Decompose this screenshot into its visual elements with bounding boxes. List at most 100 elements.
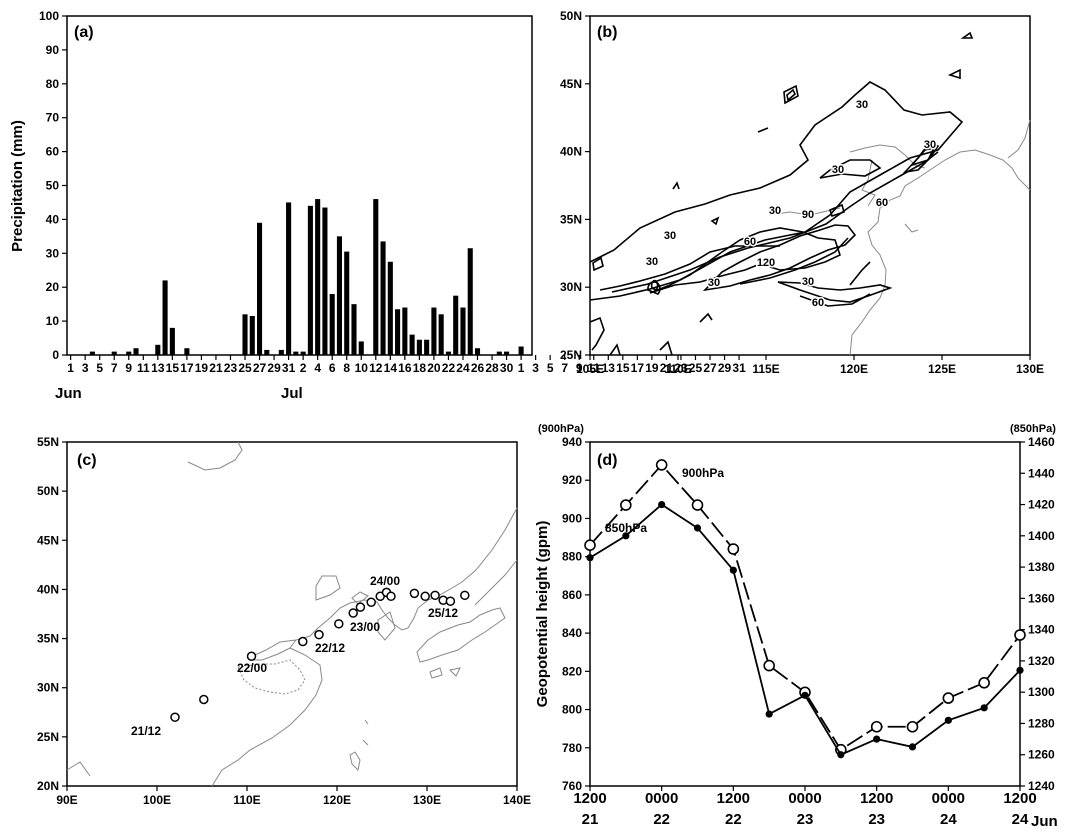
panel-b-coastline xyxy=(769,119,1031,356)
panel-a-xtick-label: 3 xyxy=(82,361,89,375)
panel-a-xtick-label: 7 xyxy=(561,361,568,375)
panel-a-bar xyxy=(264,349,270,355)
panel-a-bar xyxy=(256,222,263,355)
panel-a-xtick-label: 13 xyxy=(602,361,616,375)
track-point-label: 25/12 xyxy=(428,606,458,620)
panel-a-bar xyxy=(496,351,502,355)
panel-a-bar xyxy=(278,349,284,355)
series-point-filled xyxy=(729,566,737,574)
panel-b-contour-label: 60 xyxy=(812,297,824,309)
panel-a-ytick-label: 80 xyxy=(46,77,60,91)
panel-d-ytick-left-label: 860 xyxy=(562,588,582,602)
panel-a-bar xyxy=(395,309,401,355)
panel-b-contour-label: 120 xyxy=(757,257,775,269)
panel-a-xtick-label: 10 xyxy=(355,361,369,375)
series-point-filled xyxy=(801,691,809,699)
panel-c-label: (c) xyxy=(77,452,97,469)
panel-a-xtick-label: 16 xyxy=(398,361,412,375)
panel-b-contour-label: 60 xyxy=(876,197,888,209)
panel-d-frame xyxy=(589,441,1021,787)
panel-c-point-labels: 21/12 22/00 22/12 23/00 24/00 25/12 xyxy=(131,574,458,738)
panel-d-xtick-label-day: 22 xyxy=(725,811,742,828)
panel-b-xtick-label: 110E xyxy=(664,362,691,376)
track-point xyxy=(334,619,344,629)
panel-b-ytick-label: 40N xyxy=(560,145,582,159)
panel-b-contour-label: 30 xyxy=(664,230,676,242)
panel-a-bar xyxy=(358,341,364,355)
panel-d-xtick-label-time: 0000 xyxy=(788,790,821,807)
panel-d-xtick-label-time: 1200 xyxy=(1003,790,1036,807)
series-point-filled xyxy=(873,735,881,743)
panel-c-ytick-label: 30N xyxy=(37,681,59,695)
panel-a-xtick-label: 25 xyxy=(689,361,703,375)
panel-b-ytick-label: 35N xyxy=(560,212,582,226)
series-point-open xyxy=(727,543,740,555)
panel-a-xtick-label: 1 xyxy=(67,361,74,375)
series-point-filled xyxy=(908,743,917,751)
panel-d-label: (d) xyxy=(597,452,617,469)
series-point-open xyxy=(763,659,775,672)
series-point-filled xyxy=(586,554,594,562)
panel-d-xtick-label-time: 0000 xyxy=(645,790,678,807)
panel-d-ytick-left-label: 820 xyxy=(562,664,582,678)
panel-a-bar xyxy=(402,307,408,355)
panel-a-xtick-label: 11 xyxy=(587,361,600,375)
panel-d-ytick-right-label: 1300 xyxy=(1028,685,1055,699)
panel-a-xtick-label: 22 xyxy=(442,361,456,375)
panel-c-track-points xyxy=(170,587,470,722)
panel-a-xtick-label: 30 xyxy=(500,361,514,375)
panel-d-ytick-right-label: 1420 xyxy=(1028,498,1055,512)
series-point-open xyxy=(870,720,883,733)
panel-a-bar xyxy=(169,327,175,355)
panel-d-lines xyxy=(584,459,1026,759)
track-point xyxy=(246,651,257,662)
series-point-open xyxy=(1014,629,1026,641)
panel-a-bar xyxy=(504,351,510,355)
panel-d-right-axis-title: (850hPa) xyxy=(1010,423,1056,435)
panel-d: (d) (900hPa) (850hPa) Geopotential heigh… xyxy=(534,423,1058,830)
panel-a-xtick-label: 11 xyxy=(137,361,150,375)
panel-a-bar xyxy=(380,241,386,355)
panel-d-ytick-left-label: 780 xyxy=(562,741,582,755)
panel-b-frame xyxy=(589,15,1031,356)
track-point xyxy=(355,602,366,612)
panel-a-bar xyxy=(242,314,248,355)
panel-d-xtick-label-time: 0000 xyxy=(932,790,965,807)
panel-d-ytick-left-label: 880 xyxy=(562,550,582,564)
panel-a-bar xyxy=(460,307,466,355)
panel-a-xtick-label: 29 xyxy=(267,361,281,375)
series-point-open xyxy=(978,676,990,689)
panel-b: (b) 105E 110E 115E 120E 125E 130E 25N 30N 35N 40N… xyxy=(560,9,1044,376)
panel-b-ticks: 105E 110E 115E 120E 125E 130E 25N 30N 35N 40N 45N 5… xyxy=(560,9,1044,376)
panel-c-ytick-label: 25N xyxy=(37,730,59,744)
track-point xyxy=(460,590,470,601)
panel-d-ytick-right-label: 1320 xyxy=(1028,654,1055,668)
panel-a-bar xyxy=(300,351,306,355)
panel-a-bar xyxy=(373,199,379,355)
panel-a-xtick-label: 8 xyxy=(343,361,350,375)
panel-c-ytick-label: 45N xyxy=(37,533,59,547)
panel-c-xtick-label: 120E xyxy=(323,793,351,807)
track-point xyxy=(314,629,324,640)
panel-b-xtick-label: 120E xyxy=(840,362,868,376)
panel-b-contour-label: 90 xyxy=(802,209,814,221)
panel-d-ytick-right-label: 1380 xyxy=(1028,560,1055,574)
panel-d-xtick-label-day: 23 xyxy=(797,811,814,828)
track-point xyxy=(170,712,180,722)
panel-d-ytick-right-label: 1440 xyxy=(1028,466,1055,480)
panel-b-contour-label: 30 xyxy=(924,139,936,151)
panel-b-contour-label: 30 xyxy=(708,277,720,289)
series-point-filled xyxy=(944,716,952,724)
panel-a-bar xyxy=(307,205,313,355)
panel-b-ytick-label: 25N xyxy=(560,348,582,362)
panel-a-xticks: 1 3 5 7 9 11 13 15 17 19 21 23 25 27 29 31 2 4 6 8 10 12 14 16 1… xyxy=(67,355,746,375)
panel-b-ytick-label: 50N xyxy=(560,9,582,23)
series-point-filled xyxy=(622,532,630,540)
series-point-open xyxy=(584,539,596,552)
series-point-open xyxy=(942,692,955,704)
panel-b-xtick-label: 105E xyxy=(576,362,604,376)
panel-a-xtick-label: 13 xyxy=(151,361,165,375)
panel-a-bar xyxy=(518,346,524,355)
panel-a-xtick-label: 3 xyxy=(532,361,539,375)
track-point-label: 22/12 xyxy=(315,641,345,655)
